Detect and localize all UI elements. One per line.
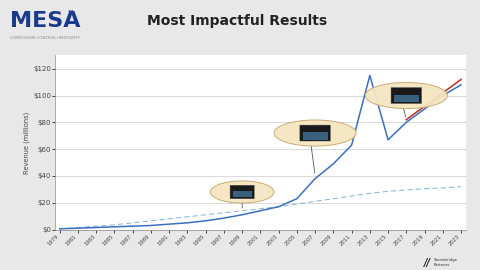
Text: ™: ™ — [67, 8, 75, 18]
Text: CORROSION CONTROL•INTEGRITY: CORROSION CONTROL•INTEGRITY — [11, 36, 81, 40]
Bar — [394, 95, 419, 102]
Ellipse shape — [365, 82, 447, 109]
FancyBboxPatch shape — [300, 125, 330, 141]
Y-axis label: Revenue (millions): Revenue (millions) — [24, 111, 30, 174]
Bar — [302, 133, 328, 140]
Text: Most Impactful Results: Most Impactful Results — [147, 14, 327, 28]
Ellipse shape — [274, 120, 356, 146]
FancyBboxPatch shape — [391, 87, 421, 103]
Text: Stonebridge
Partners: Stonebridge Partners — [434, 258, 458, 267]
Text: //: // — [424, 258, 431, 268]
Text: MESA: MESA — [11, 11, 81, 31]
Ellipse shape — [210, 181, 274, 203]
FancyBboxPatch shape — [230, 185, 254, 199]
Bar — [233, 191, 252, 197]
